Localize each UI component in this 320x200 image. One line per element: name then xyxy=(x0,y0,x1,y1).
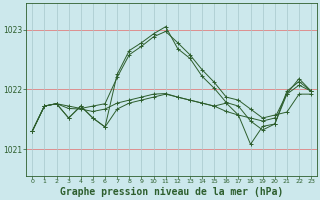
X-axis label: Graphe pression niveau de la mer (hPa): Graphe pression niveau de la mer (hPa) xyxy=(60,187,283,197)
